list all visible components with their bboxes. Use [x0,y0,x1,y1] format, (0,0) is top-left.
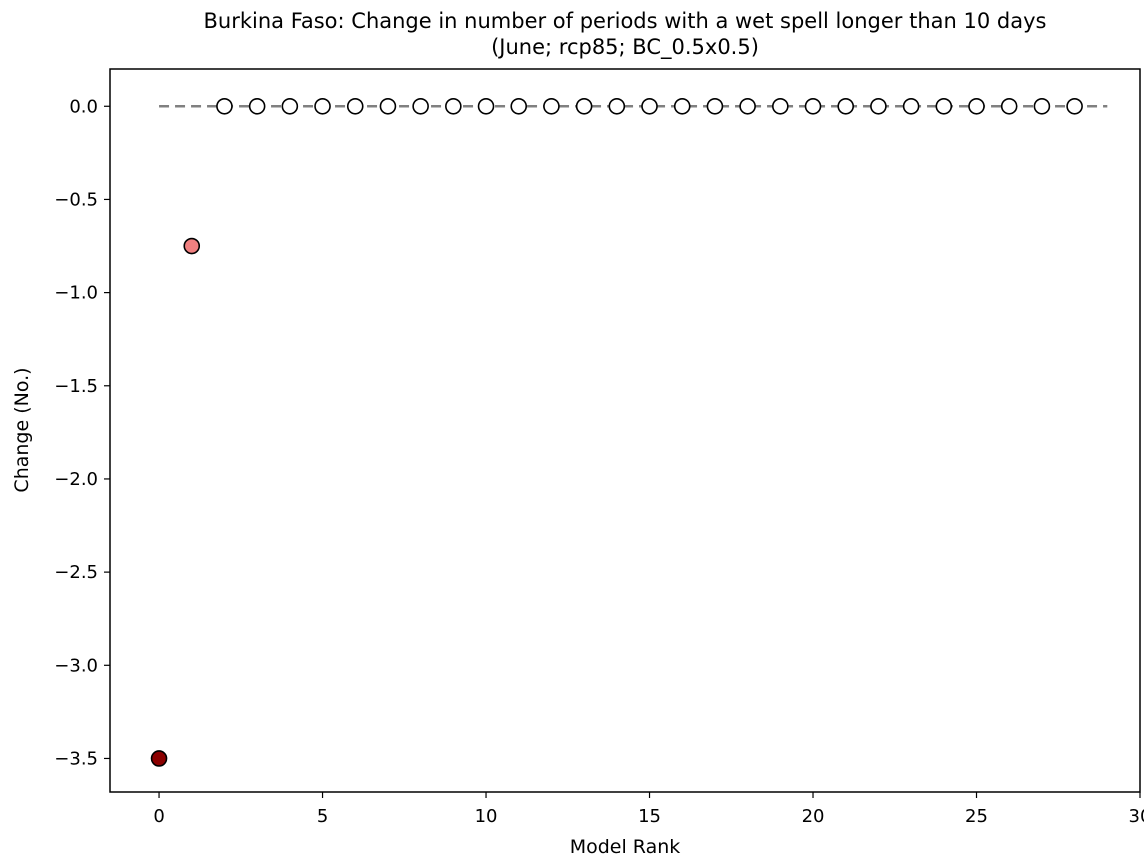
data-point-18 [739,97,756,115]
data-point-17 [706,97,724,115]
y-axis-ticks: 0.0 −0.5 −1.0 −1.5 −2.0 −2.5 −3.0 −3.5 [54,96,110,769]
data-point-0 [150,750,168,767]
x-tick-label-0: 0 [153,806,164,827]
y-tick-label-6: −3.0 [54,655,98,676]
axes-frame [109,68,1141,793]
y-tick-label-4: −2.0 [54,469,98,490]
y-tick-label-7: −3.5 [54,748,98,769]
chart-title-line-1: Burkina Faso: Change in number of period… [204,9,1047,33]
y-tick-label-0: 0.0 [69,96,98,117]
x-tick-label-2: 10 [475,806,498,827]
data-point-27 [1033,97,1051,115]
data-point-25 [968,97,985,115]
data-point-20 [804,97,822,115]
data-point-12 [543,97,560,115]
data-point-21 [837,97,855,115]
x-axis-ticks: 0 5 10 15 20 25 30 [153,792,1144,827]
y-axis-label: Change (No.) [11,367,33,492]
data-point-26 [1000,97,1018,115]
data-point-24 [935,97,953,115]
x-tick-label-6: 30 [1129,806,1144,827]
x-tick-label-3: 15 [638,806,661,827]
data-point-4 [281,97,299,115]
data-point-11 [510,97,528,115]
data-point-8 [412,97,429,115]
data-point-23 [902,97,920,115]
data-point-2 [216,97,233,115]
data-point-16 [673,97,691,115]
data-point-13 [575,97,593,115]
x-axis-label: Model Rank [570,836,681,858]
data-point-28 [1066,97,1083,115]
x-tick-label-4: 20 [802,806,825,827]
y-tick-label-3: −1.5 [54,376,98,397]
data-point-7 [379,97,397,115]
data-point-1 [183,237,201,255]
data-point-10 [477,97,495,115]
data-point-14 [608,97,626,115]
data-point-6 [346,97,364,115]
data-point-19 [772,97,789,115]
data-point-9 [445,97,462,115]
data-point-3 [248,97,266,115]
x-tick-label-1: 5 [317,806,328,827]
chart-title-line-2: (June; rcp85; BC_0.5x0.5) [491,35,759,60]
data-point-5 [314,97,331,115]
data-point-22 [870,97,887,115]
y-tick-label-2: −1.0 [54,283,98,304]
y-tick-label-1: −0.5 [54,189,98,210]
plot-area [150,97,1108,767]
x-tick-label-5: 25 [965,806,988,827]
y-tick-label-5: −2.5 [54,562,98,583]
data-point-15 [641,97,658,115]
